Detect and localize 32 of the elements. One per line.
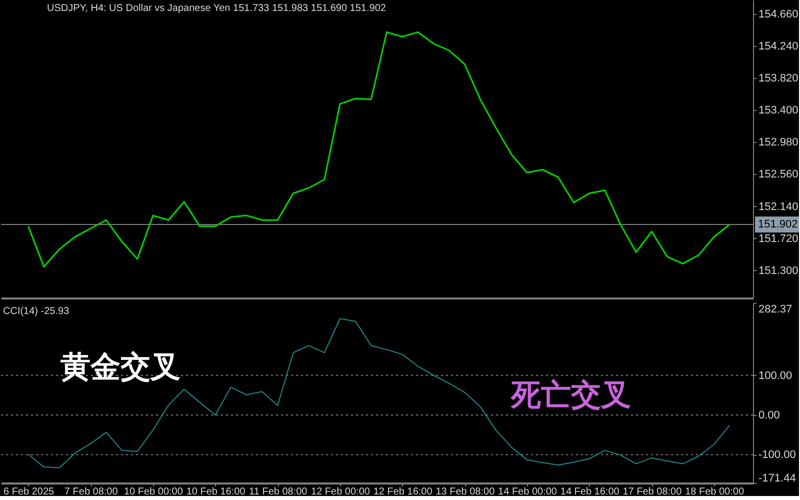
x-tick-label: 13 Feb 08:00 xyxy=(436,486,496,498)
y-tick-label: 154.660 xyxy=(758,8,798,20)
line-series xyxy=(27,31,730,268)
y-tick-label: 100.00 xyxy=(758,370,792,382)
x-tick-label: 17 Feb 08:00 xyxy=(622,486,682,498)
y-tick-label: -171.44 xyxy=(758,472,796,484)
y-tick-label: 152.140 xyxy=(758,200,798,213)
x-tick-label: 10 Feb 16:00 xyxy=(186,486,246,498)
y-tick-label: 282.37 xyxy=(758,304,792,316)
y-tick-label: 151.300 xyxy=(758,264,798,277)
chart-title: CCI(14) -25.93 xyxy=(3,306,70,317)
y-tick-label: 153.400 xyxy=(758,104,798,117)
x-tick-label: 18 Feb 00:00 xyxy=(685,486,744,498)
x-tick-label: 12 Feb 16:00 xyxy=(373,486,433,498)
y-tick-label: 152.560 xyxy=(758,168,798,181)
x-tick-label: 7 Feb 08:00 xyxy=(64,486,118,498)
y-tick-label: -100.00 xyxy=(758,449,796,462)
x-tick-label: 14 Feb 00:00 xyxy=(498,486,558,498)
y-tick-label: 151.720 xyxy=(758,232,798,245)
x-tick-label: 12 Feb 00:00 xyxy=(311,486,370,498)
y-tick-label: 152.980 xyxy=(758,136,798,149)
x-tick-label: 14 Feb 16:00 xyxy=(560,486,620,498)
annotation: 黄金交叉 xyxy=(60,350,180,384)
ref-line-label: 151.902 xyxy=(758,218,798,230)
y-tick-label: 153.820 xyxy=(758,72,798,84)
chart-title: USDJPY, H4: US Dollar vs Japanese Yen 151.733 151.983 151.690 151.902 xyxy=(47,3,386,14)
x-tick-label: 10 Feb 00:00 xyxy=(124,486,184,498)
y-tick-label: 0.00 xyxy=(758,410,780,422)
x-tick-label: 11 Feb 08:00 xyxy=(249,486,308,498)
annotation: 死亡交叉 xyxy=(510,378,631,412)
y-tick-label: 154.240 xyxy=(758,40,798,52)
x-tick-label: 6 Feb 2025 xyxy=(3,486,55,498)
